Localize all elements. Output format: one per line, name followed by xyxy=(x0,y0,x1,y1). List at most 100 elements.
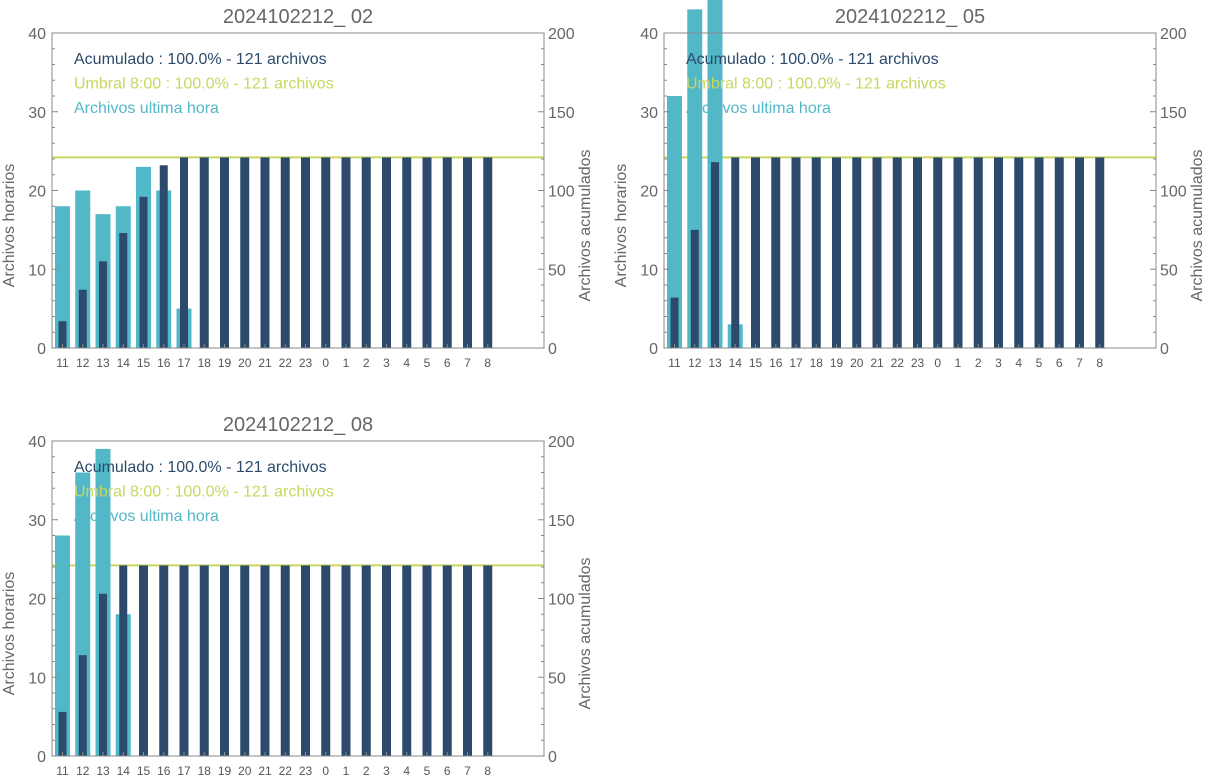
cumulative-bar xyxy=(159,165,168,348)
y-left-tick-label: 30 xyxy=(640,105,658,122)
x-tick-label: 6 xyxy=(444,764,451,778)
y-right-tick-label: 0 xyxy=(1160,341,1169,358)
cumulative-bar xyxy=(220,565,229,756)
x-tick-label: 14 xyxy=(117,764,131,778)
y-right-axis-label: Archivos acumulados xyxy=(1189,149,1206,301)
y-left-tick-label: 0 xyxy=(37,341,46,358)
cumulative-bar xyxy=(78,655,87,756)
y-left-axis-label: Archivos horarios xyxy=(1,164,18,288)
x-tick-label: 22 xyxy=(279,356,293,370)
y-right-tick-label: 150 xyxy=(548,105,575,122)
cumulative-bar xyxy=(690,229,699,348)
cumulative-bar xyxy=(892,157,902,348)
cumulative-bar xyxy=(240,565,250,756)
x-tick-label: 17 xyxy=(177,764,191,778)
y-right-tick-label: 100 xyxy=(1160,184,1187,201)
legend-entry: Acumulado : 100.0% - 121 archivos xyxy=(686,51,939,68)
cumulative-bar xyxy=(321,565,331,756)
y-left-tick-label: 40 xyxy=(28,26,46,43)
cumulative-bar xyxy=(58,321,67,348)
cumulative-bar xyxy=(99,593,107,756)
y-left-tick-label: 40 xyxy=(640,26,658,43)
y-right-tick-label: 0 xyxy=(548,341,557,358)
cumulative-bar xyxy=(139,196,148,348)
cumulative-bar xyxy=(953,157,963,348)
cumulative-bar xyxy=(179,565,189,756)
cumulative-bar xyxy=(301,157,310,348)
cumulative-bar xyxy=(1075,157,1084,348)
y-left-axis-label: Archivos horarios xyxy=(1,572,18,696)
x-tick-label: 4 xyxy=(403,764,410,778)
x-tick-label: 19 xyxy=(218,356,232,370)
y-right-tick-label: 200 xyxy=(548,26,575,43)
cumulative-bar xyxy=(139,565,148,756)
x-tick-label: 21 xyxy=(870,356,884,370)
y-left-tick-label: 20 xyxy=(28,184,46,201)
x-tick-label: 18 xyxy=(198,356,212,370)
cumulative-bar xyxy=(711,162,719,348)
cumulative-bar xyxy=(341,157,351,348)
x-tick-label: 21 xyxy=(258,356,272,370)
cumulative-bar xyxy=(463,565,472,756)
y-right-tick-label: 100 xyxy=(548,592,575,609)
hourly-bar xyxy=(55,535,70,756)
cumulative-bar xyxy=(159,565,169,756)
cumulative-bar xyxy=(199,565,209,756)
y-left-tick-label: 20 xyxy=(640,184,658,201)
cumulative-bar xyxy=(422,565,432,756)
x-tick-label: 6 xyxy=(444,356,451,370)
x-tick-label: 21 xyxy=(258,764,272,778)
x-tick-label: 0 xyxy=(322,356,329,370)
x-tick-label: 13 xyxy=(96,764,110,778)
x-tick-label: 4 xyxy=(403,356,410,370)
x-tick-label: 15 xyxy=(137,764,151,778)
cumulative-bar xyxy=(260,565,270,756)
x-tick-label: 12 xyxy=(688,356,702,370)
y-left-tick-label: 20 xyxy=(28,592,46,609)
x-tick-label: 15 xyxy=(137,356,151,370)
x-tick-label: 7 xyxy=(1076,356,1083,370)
y-right-axis-label: Archivos acumulados xyxy=(577,557,594,709)
cumulative-bar xyxy=(78,289,87,348)
x-tick-label: 1 xyxy=(343,356,350,370)
chart-title: 2024102212_ 08 xyxy=(223,414,373,436)
cumulative-bar xyxy=(483,157,493,348)
x-tick-label: 16 xyxy=(769,356,783,370)
cumulative-bar xyxy=(402,157,412,348)
cumulative-bar xyxy=(483,565,493,756)
x-tick-label: 7 xyxy=(464,356,471,370)
x-tick-label: 5 xyxy=(1036,356,1043,370)
cumulative-bar xyxy=(973,157,983,348)
x-tick-label: 0 xyxy=(934,356,941,370)
cumulative-bar xyxy=(852,157,862,348)
x-tick-label: 4 xyxy=(1015,356,1022,370)
cumulative-bar xyxy=(321,157,331,348)
x-tick-label: 6 xyxy=(1056,356,1063,370)
cumulative-bar xyxy=(731,157,740,348)
x-tick-label: 20 xyxy=(238,356,252,370)
cumulative-bar xyxy=(119,233,128,348)
y-right-axis-label: Archivos acumulados xyxy=(577,149,594,301)
cumulative-bar xyxy=(280,157,290,348)
cumulative-bar xyxy=(361,157,371,348)
hourly-bar xyxy=(55,206,70,348)
x-tick-label: 0 xyxy=(322,764,329,778)
cumulative-bar xyxy=(933,157,943,348)
x-tick-label: 17 xyxy=(789,356,803,370)
cumulative-bar xyxy=(119,565,128,756)
cumulative-bar xyxy=(240,157,250,348)
cumulative-bar xyxy=(463,157,472,348)
cumulative-bar xyxy=(199,157,209,348)
y-right-tick-label: 200 xyxy=(1160,26,1187,43)
legend-entry: Archivos ultima hora xyxy=(74,100,219,117)
y-left-tick-label: 10 xyxy=(28,262,46,279)
y-right-tick-label: 150 xyxy=(548,513,575,530)
legend-entry: Archivos ultima hora xyxy=(686,100,831,117)
x-tick-label: 20 xyxy=(850,356,864,370)
cumulative-bar xyxy=(751,157,760,348)
y-right-tick-label: 100 xyxy=(548,184,575,201)
cumulative-bar xyxy=(1034,157,1044,348)
x-tick-label: 5 xyxy=(424,356,431,370)
